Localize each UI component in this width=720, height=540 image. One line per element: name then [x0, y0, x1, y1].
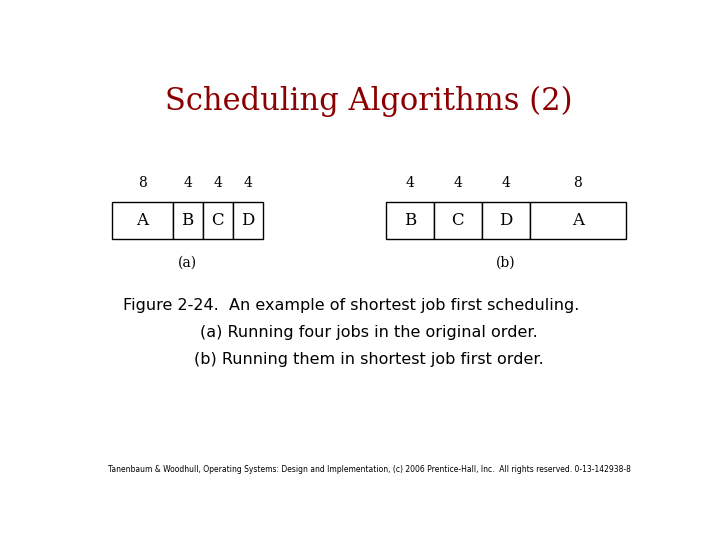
- Text: 4: 4: [243, 176, 252, 190]
- Text: A: A: [137, 212, 148, 229]
- Text: D: D: [499, 212, 513, 229]
- Text: B: B: [181, 212, 194, 229]
- Text: 4: 4: [501, 176, 510, 190]
- Text: (b) Running them in shortest job first order.: (b) Running them in shortest job first o…: [194, 352, 544, 367]
- Bar: [433, 202, 482, 239]
- Text: (b): (b): [496, 255, 516, 269]
- Bar: [482, 202, 530, 239]
- Bar: [173, 202, 203, 239]
- Text: C: C: [212, 212, 224, 229]
- Text: (a) Running four jobs in the original order.: (a) Running four jobs in the original or…: [200, 325, 538, 340]
- Bar: [112, 202, 173, 239]
- Text: (a): (a): [178, 255, 197, 269]
- Text: 4: 4: [213, 176, 222, 190]
- Text: 4: 4: [183, 176, 192, 190]
- Text: Scheduling Algorithms (2): Scheduling Algorithms (2): [166, 85, 572, 117]
- Text: 4: 4: [405, 176, 414, 190]
- Text: A: A: [572, 212, 584, 229]
- Bar: [386, 202, 433, 239]
- Text: 8: 8: [138, 176, 147, 190]
- Bar: [203, 202, 233, 239]
- Bar: [530, 202, 626, 239]
- Text: Tanenbaum & Woodhull, Operating Systems: Design and Implementation, (c) 2006 Pre: Tanenbaum & Woodhull, Operating Systems:…: [107, 465, 631, 474]
- Text: 4: 4: [454, 176, 462, 190]
- Text: Figure 2-24.  An example of shortest job first scheduling.: Figure 2-24. An example of shortest job …: [124, 298, 580, 313]
- Text: D: D: [241, 212, 255, 229]
- Bar: [233, 202, 263, 239]
- Text: C: C: [451, 212, 464, 229]
- Text: 8: 8: [573, 176, 582, 190]
- Text: B: B: [404, 212, 416, 229]
